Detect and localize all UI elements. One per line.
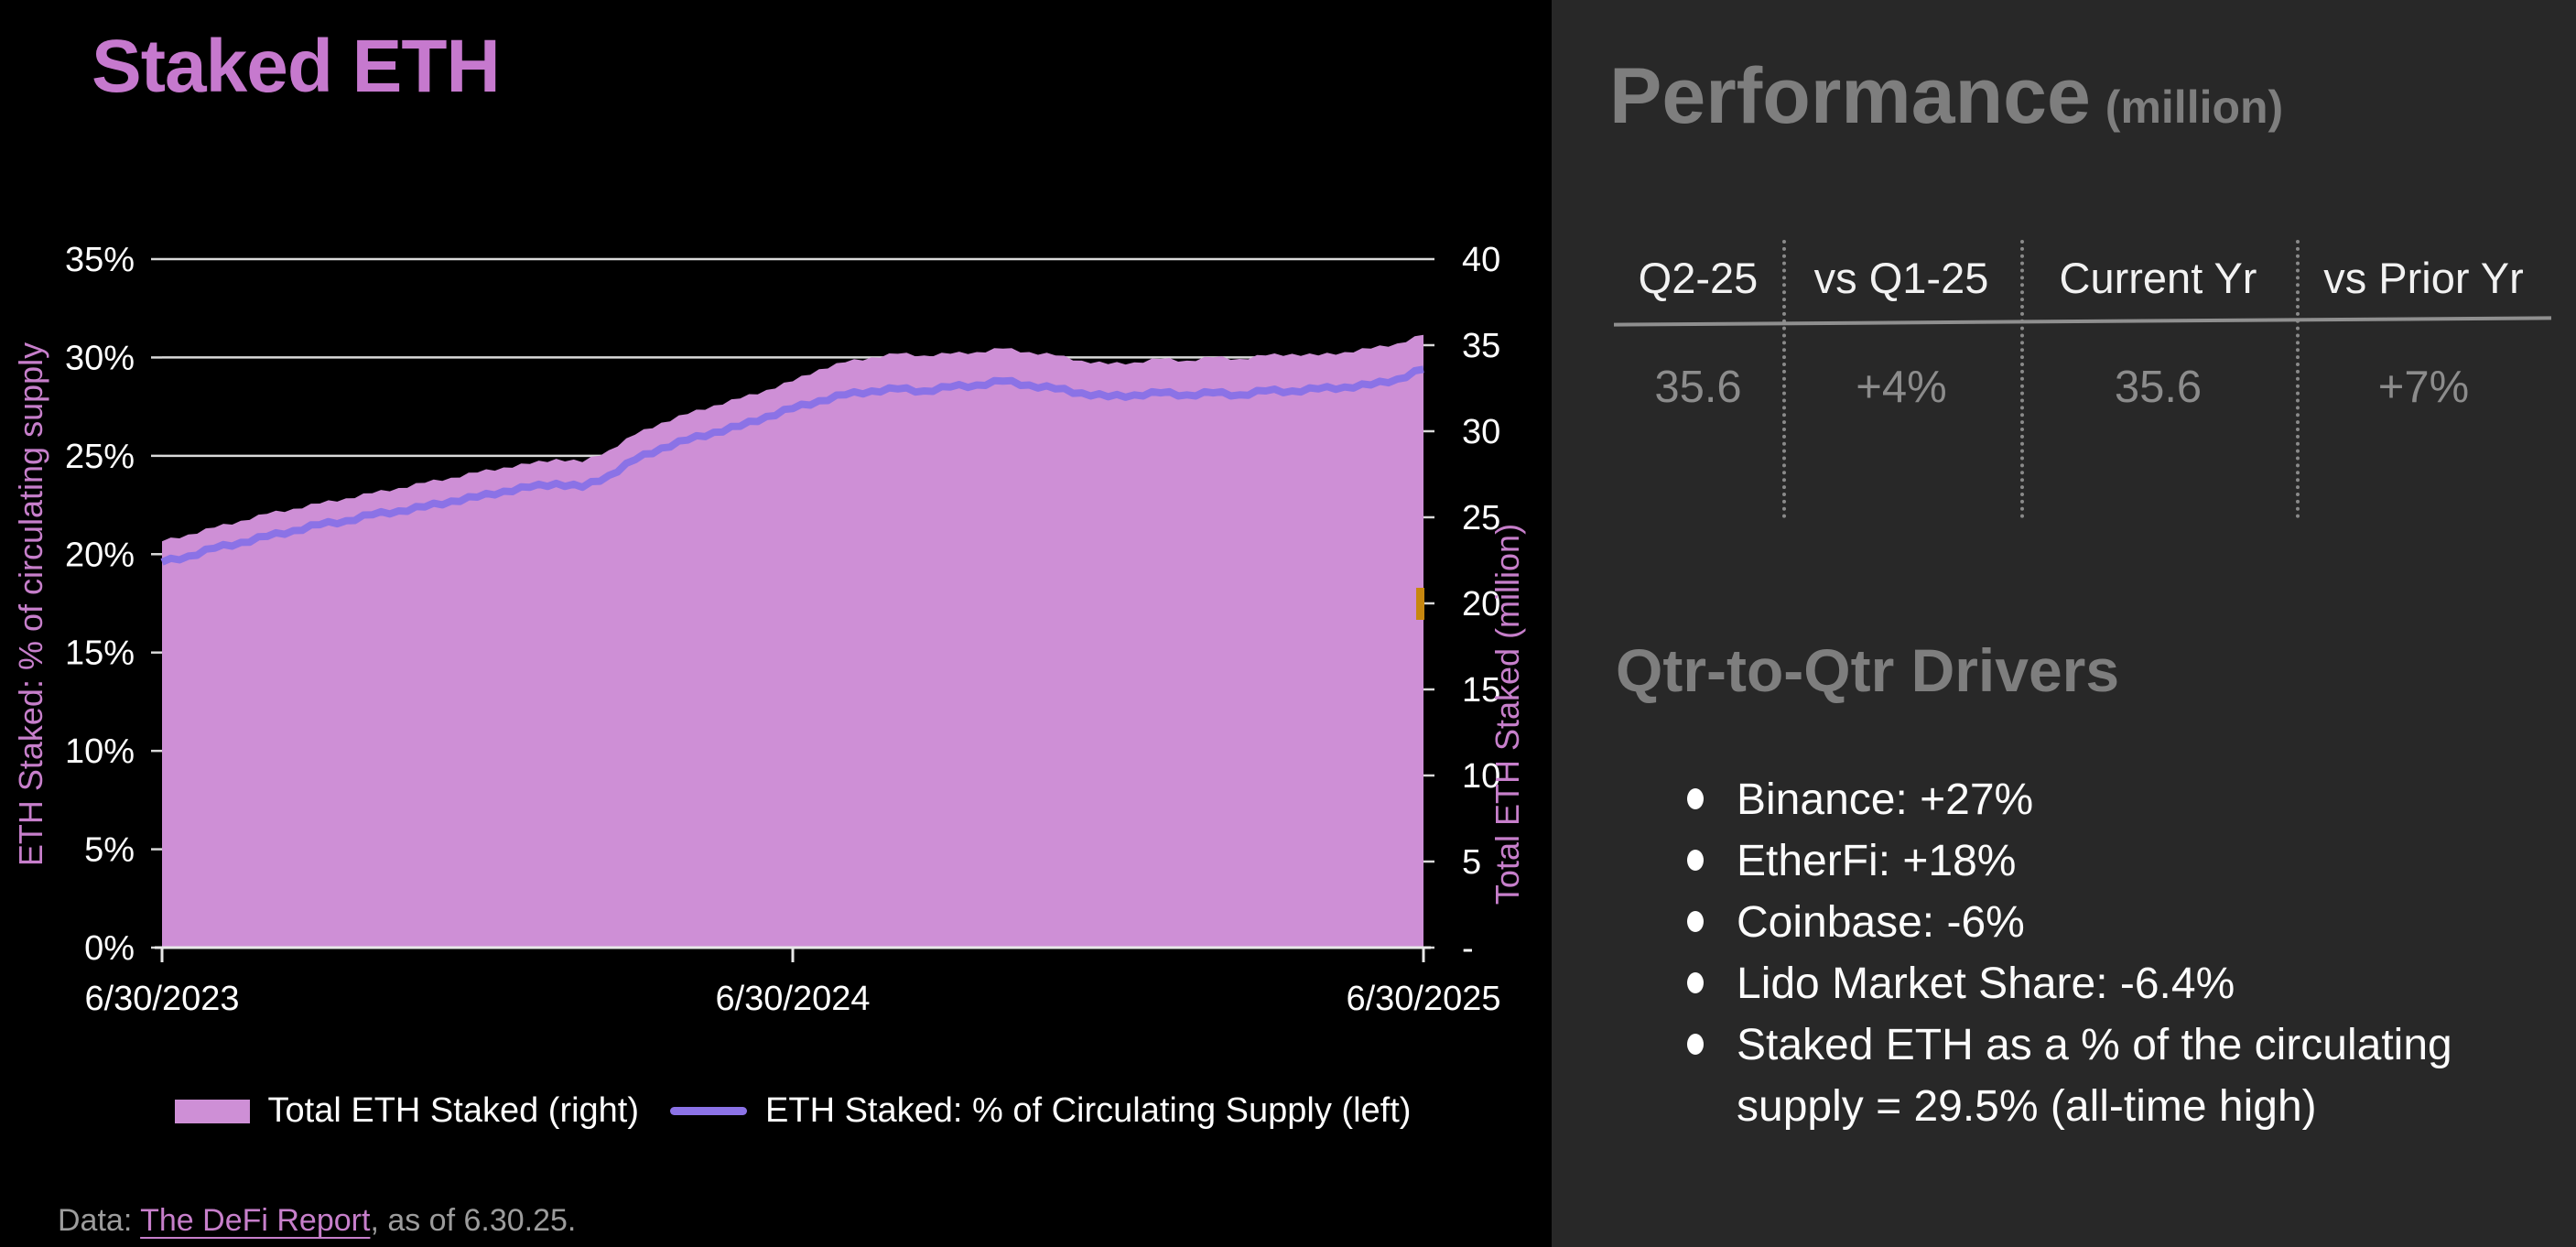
legend-label: ETH Staked: % of Circulating Supply (lef… bbox=[765, 1091, 1412, 1130]
performance-panel: Performance (million) Q2-25 vs Q1-25 Curr… bbox=[1552, 0, 2576, 1247]
bullet-icon bbox=[1687, 972, 1704, 993]
driver-item-etherfi: EtherFi: +18% bbox=[1687, 830, 2548, 892]
col-header-current-yr: Current Yr bbox=[2059, 254, 2257, 302]
col-header-vs-prior-yr: vs Prior Yr bbox=[2323, 254, 2524, 302]
x-axis-tick-label: 6/30/2024 bbox=[715, 980, 870, 1018]
performance-table: Q2-25 vs Q1-25 Current Yr vs Prior Yr 35… bbox=[1613, 253, 2552, 413]
left-axis-title: ETH Staked: % of circulating supply bbox=[12, 342, 49, 866]
driver-text: Coinbase: -6% bbox=[1737, 898, 2025, 947]
highlight-marker bbox=[1416, 588, 1424, 620]
legend-label: Total ETH Staked (right) bbox=[267, 1091, 640, 1130]
defi-report-link[interactable]: The DeFi Report bbox=[140, 1203, 371, 1238]
right-axis-tick-label: - bbox=[1462, 929, 1474, 968]
line-swatch-icon bbox=[670, 1107, 748, 1115]
performance-heading-unit: (million) bbox=[2105, 81, 2284, 133]
driver-item-staked-pct: Staked ETH as a % of the circulating sup… bbox=[1687, 1014, 2548, 1137]
legend-entry-pct-supply: ETH Staked: % of Circulating Supply (lef… bbox=[670, 1091, 1411, 1131]
x-axis-tick-label: 6/30/2025 bbox=[1346, 980, 1500, 1018]
table-header-row: Q2-25 vs Q1-25 Current Yr vs Prior Yr bbox=[1614, 253, 2551, 303]
value-current-yr: 35.6 bbox=[2114, 363, 2203, 412]
table-divider bbox=[2020, 240, 2024, 518]
chart-panel: Staked ETH 0% 5% 10% 15% 20% 25% 30% 35% - 5 10 15 2… bbox=[12, 25, 1526, 1239]
left-axis-tick-label: 5% bbox=[84, 831, 135, 870]
x-axis-tick-label: 6/30/2023 bbox=[84, 980, 239, 1018]
source-suffix: , as of 6.30.25. bbox=[370, 1203, 577, 1238]
value-vs-prior-yr: +7% bbox=[2377, 363, 2470, 412]
legend-entry-total-eth-staked: Total ETH Staked (right) bbox=[174, 1091, 640, 1131]
table-value-row: 35.6 +4% 35.6 +7% bbox=[1614, 362, 2551, 413]
right-axis-tick-label: 10 bbox=[1462, 757, 1500, 796]
left-axis-tick-label: 0% bbox=[84, 929, 135, 968]
table-divider bbox=[2296, 240, 2300, 518]
left-axis-tick-label: 25% bbox=[65, 438, 135, 476]
table-divider bbox=[1782, 240, 1786, 518]
left-axis-tick-label: 30% bbox=[65, 339, 135, 377]
driver-item-lido: Lido Market Share: -6.4% bbox=[1687, 953, 2548, 1014]
left-axis-tick-label: 10% bbox=[65, 732, 135, 771]
driver-text: EtherFi: +18% bbox=[1737, 837, 2017, 885]
source-prefix: Data: bbox=[58, 1203, 141, 1238]
right-axis-tick-label: 30 bbox=[1462, 413, 1500, 451]
right-axis-title: Total ETH Staked (million) bbox=[1488, 524, 1526, 905]
value-vs-q1-25: +4% bbox=[1856, 363, 1947, 412]
performance-heading-text: Performance bbox=[1609, 52, 2091, 140]
col-header-vs-q1-25: vs Q1-25 bbox=[1813, 254, 1989, 302]
left-axis-tick-label: 35% bbox=[65, 241, 135, 279]
series-area-total-eth-staked bbox=[162, 334, 1423, 948]
bullet-icon bbox=[1687, 1034, 1704, 1055]
area-swatch-icon bbox=[174, 1099, 250, 1123]
right-axis-tick-label: 20 bbox=[1462, 585, 1500, 624]
right-axis-tick-label: 40 bbox=[1462, 241, 1500, 279]
driver-item-binance: Binance: +27% bbox=[1687, 769, 2548, 830]
left-axis-tick-label: 15% bbox=[65, 634, 135, 673]
col-header-q2-25: Q2-25 bbox=[1638, 254, 1759, 302]
bullet-icon bbox=[1687, 850, 1704, 871]
right-axis-tick-label: 15 bbox=[1462, 671, 1500, 710]
data-source-note: Data: The DeFi Report, as of 6.30.25. bbox=[58, 1203, 576, 1239]
bullet-icon bbox=[1687, 788, 1704, 809]
driver-text: Lido Market Share: -6.4% bbox=[1737, 960, 2235, 1008]
driver-text: Binance: +27% bbox=[1737, 775, 2034, 824]
bullet-icon bbox=[1687, 911, 1704, 932]
right-axis-tick-label: 5 bbox=[1462, 843, 1481, 882]
value-q2-25: 35.6 bbox=[1654, 363, 1742, 412]
staked-eth-chart: 0% 5% 10% 15% 20% 25% 30% 35% - 5 10 15 20 25 30 35 40 6/… bbox=[12, 241, 1526, 1018]
chart-title: Staked ETH bbox=[92, 25, 501, 108]
left-axis-tick-label: 20% bbox=[65, 536, 135, 574]
series-line-pct-circulating-supply bbox=[160, 365, 1424, 566]
drivers-list: Binance: +27% EtherFi: +18% Coinbase: -6… bbox=[1687, 769, 2548, 1137]
performance-heading: Performance (million) bbox=[1609, 51, 2283, 142]
header-underline bbox=[1613, 316, 2552, 327]
right-axis-tick-label: 35 bbox=[1462, 327, 1500, 365]
driver-text: Staked ETH as a % of the circulating sup… bbox=[1737, 1021, 2452, 1131]
right-axis-tick-label: 25 bbox=[1462, 499, 1500, 537]
drivers-heading: Qtr-to-Qtr Drivers bbox=[1616, 636, 2120, 704]
driver-item-coinbase: Coinbase: -6% bbox=[1687, 892, 2548, 953]
chart-legend: Total ETH Staked (right) ETH Staked: % o… bbox=[162, 1091, 1423, 1131]
